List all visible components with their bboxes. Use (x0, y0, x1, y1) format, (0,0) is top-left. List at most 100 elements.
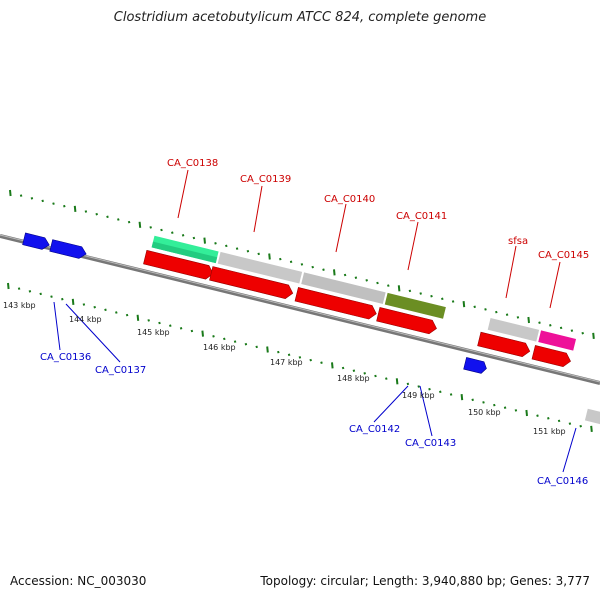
lower-minor-tick (493, 403, 496, 407)
upper-minor-tick (516, 316, 520, 319)
gene-label-ca-c0139[interactable]: CA_C0139 (240, 174, 291, 185)
gene-label-ca-c0136[interactable]: CA_C0136 (40, 352, 91, 363)
upper-minor-tick (95, 212, 98, 216)
gene-label-ca-c0140[interactable]: CA_C0140 (324, 194, 375, 205)
upper-minor-tick (106, 215, 109, 219)
feature-ca-c0139-span[interactable] (217, 251, 303, 284)
feature-sfsa-span[interactable] (487, 318, 540, 342)
scale-label-146: 146 kbp (203, 343, 236, 352)
lower-minor-tick (514, 409, 518, 412)
bottom-gene-labels: CA_C0136 CA_C0137 CA_C0142 CA_C0143 CA_C… (40, 301, 588, 487)
genome-backbone (0, 234, 600, 385)
feature-ca-c0141-span[interactable] (384, 292, 446, 319)
lower-minor-tick (385, 377, 388, 380)
cds-arrow-sfsa[interactable] (477, 331, 532, 358)
lower-minor-tick (503, 406, 507, 409)
scale-label-148: 148 kbp (337, 374, 370, 383)
leader-line-ca-c0143 (419, 385, 433, 437)
upper-minor-tick (30, 197, 34, 200)
lower-tick-row (7, 282, 593, 432)
upper-minor-tick (376, 281, 379, 285)
gene-arrow-ca-c0137[interactable] (49, 239, 88, 260)
upper-major-tick (138, 221, 142, 228)
cds-arrow-ca-c0138[interactable] (143, 249, 214, 280)
upper-minor-tick (19, 194, 23, 197)
leader-line-ca-c0136 (53, 301, 61, 351)
gene-arrow-ca-c0136[interactable] (22, 232, 51, 251)
lower-minor-tick (363, 372, 366, 375)
upper-minor-tick (343, 273, 347, 277)
upper-minor-tick (127, 220, 131, 224)
leader-line-ca-c0138 (177, 169, 189, 219)
upper-minor-tick (41, 199, 44, 203)
leader-line-ca-c0142 (373, 385, 409, 423)
upper-major-tick (333, 269, 336, 276)
lower-minor-tick (579, 424, 582, 428)
upper-minor-tick (300, 263, 304, 266)
upper-minor-tick (160, 228, 163, 232)
leader-line-ca-c0141 (407, 221, 419, 271)
gene-label-ca-c0143[interactable]: CA_C0143 (405, 438, 456, 449)
leader-line-ca-c0137 (65, 303, 121, 363)
gene-label-sfsa[interactable]: sfsa (508, 236, 528, 247)
upper-minor-tick (549, 324, 552, 327)
upper-minor-tick (52, 202, 55, 205)
gene-label-ca-c0137[interactable]: CA_C0137 (95, 365, 146, 376)
upper-minor-tick (235, 247, 239, 250)
lower-minor-tick (61, 297, 64, 301)
lower-minor-tick (568, 422, 572, 425)
gene-label-ca-c0145[interactable]: CA_C0145 (538, 250, 589, 261)
upper-major-tick (527, 316, 530, 324)
gene-label-ca-c0141[interactable]: CA_C0141 (396, 211, 447, 222)
upper-minor-tick (430, 294, 433, 298)
lower-minor-tick (169, 324, 172, 327)
forward-strand-features (22, 232, 577, 368)
upper-minor-tick (246, 249, 250, 253)
lower-minor-tick (28, 290, 32, 293)
upper-major-tick (397, 285, 401, 292)
lower-major-tick (590, 425, 593, 432)
cds-arrow-ca-c0139[interactable] (209, 266, 295, 301)
accession-label: Accession: NC_003030 (10, 574, 147, 588)
upper-major-tick (73, 205, 77, 212)
lower-minor-tick (309, 358, 312, 362)
cds-arrow-ca-c0141[interactable] (376, 307, 439, 335)
scale-labels: 143 kbp 144 kbp 145 kbp 146 kbp 147 kbp … (3, 301, 566, 436)
upper-minor-tick (289, 260, 293, 264)
scale-label-151: 151 kbp (533, 427, 566, 436)
upper-minor-tick (451, 300, 455, 303)
upper-minor-tick (538, 321, 541, 324)
feature-ca-c0140-span[interactable] (301, 272, 386, 305)
lower-minor-tick (158, 321, 161, 325)
leader-line-ca-c0140 (335, 203, 347, 253)
upper-major-tick (268, 253, 271, 260)
lower-minor-tick (39, 292, 42, 296)
upper-minor-tick (408, 289, 412, 293)
lower-major-tick (525, 409, 528, 417)
cds-arrow-ca-c0140[interactable] (294, 287, 378, 320)
feature-ca-c0145-span[interactable] (538, 330, 577, 351)
lower-minor-tick (255, 345, 258, 349)
scale-label-143: 143 kbp (3, 301, 36, 310)
topology-label: Topology: circular; Length: 3,940,880 bp… (260, 574, 590, 588)
lower-minor-tick (557, 419, 561, 423)
leader-line-ca-c0145 (549, 261, 561, 309)
leader-line-sfsa (505, 245, 517, 299)
upper-minor-tick (257, 252, 260, 256)
gene-label-ca-c0146[interactable]: CA_C0146 (537, 476, 588, 487)
lower-major-tick (71, 298, 75, 305)
gene-label-ca-c0138[interactable]: CA_C0138 (167, 158, 218, 169)
upper-minor-tick (484, 308, 487, 311)
feature-ca-c0146-span[interactable] (584, 408, 600, 440)
lower-minor-tick (341, 366, 345, 370)
upper-minor-tick (181, 234, 185, 237)
gene-arrow-ca-c0142[interactable] (463, 357, 488, 374)
gene-label-ca-c0142[interactable]: CA_C0142 (349, 424, 400, 435)
upper-minor-tick (322, 268, 325, 271)
scale-label-147: 147 kbp (270, 358, 303, 367)
lower-minor-tick (277, 350, 280, 354)
genome-backbone-highlight (0, 234, 600, 383)
upper-minor-tick (192, 236, 196, 240)
cds-arrow-ca-c0145[interactable] (531, 345, 572, 368)
